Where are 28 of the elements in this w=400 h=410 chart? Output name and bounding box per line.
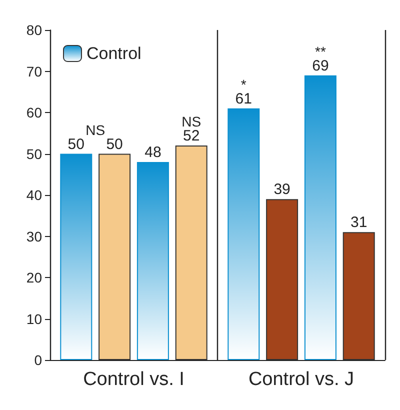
annotation: * bbox=[240, 76, 247, 92]
bar bbox=[228, 108, 260, 360]
bar bbox=[60, 154, 92, 360]
annotation: NS bbox=[86, 122, 106, 138]
y-tick-label: 10 bbox=[26, 310, 42, 327]
legend-label: Control bbox=[86, 44, 142, 63]
bar bbox=[136, 162, 169, 360]
y-tick-label: 50 bbox=[26, 146, 42, 162]
y-tick-label: 70 bbox=[26, 63, 42, 80]
data-label: 48 bbox=[144, 144, 162, 161]
data-label: 50 bbox=[68, 136, 84, 153]
data-label: 52 bbox=[183, 128, 200, 144]
y-tick-label: 40 bbox=[26, 187, 42, 203]
y-tick-label: 60 bbox=[26, 104, 42, 120]
bar bbox=[304, 75, 336, 360]
annotation: ** bbox=[314, 43, 326, 60]
x-tick-label: Control vs. I bbox=[83, 369, 184, 390]
y-tick-label: 80 bbox=[26, 22, 42, 38]
data-label: 50 bbox=[106, 136, 123, 153]
x-tick-label: Control vs. J bbox=[248, 369, 354, 390]
data-label: 31 bbox=[350, 214, 368, 232]
data-label: 61 bbox=[235, 90, 252, 108]
data-label: 69 bbox=[312, 57, 329, 74]
annotation: NS bbox=[182, 114, 202, 130]
y-tick-label: 0 bbox=[34, 352, 42, 368]
y-tick-label: 20 bbox=[26, 270, 42, 286]
y-tick-label: 30 bbox=[26, 228, 42, 244]
data-label: 39 bbox=[274, 181, 290, 198]
